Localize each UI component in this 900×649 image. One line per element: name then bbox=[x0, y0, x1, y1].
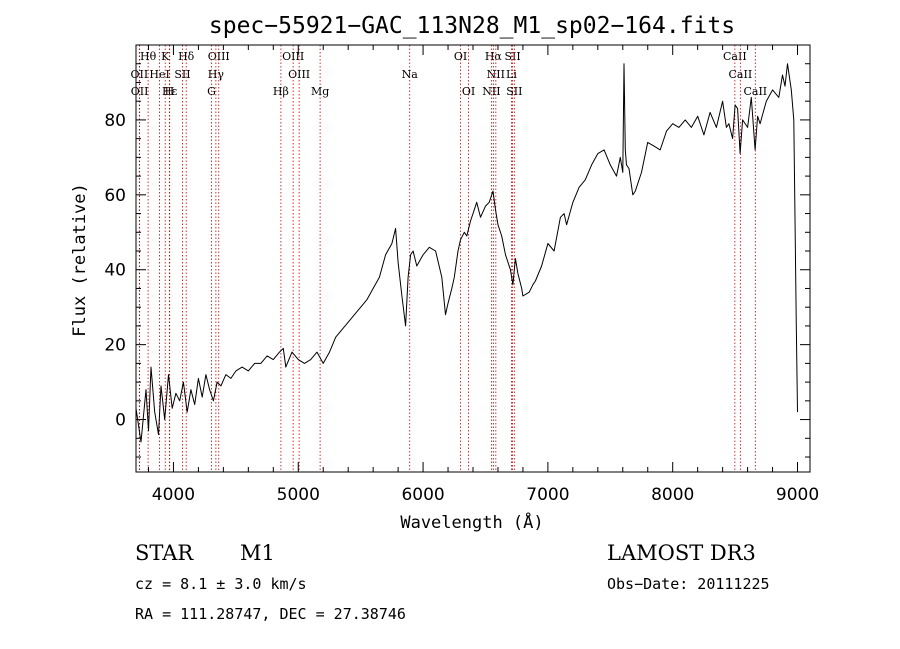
spectral-line-label: SII bbox=[504, 50, 520, 63]
x-tick-label: 7000 bbox=[526, 485, 569, 505]
spectral-line-label: OI bbox=[454, 50, 467, 63]
axis-ticks: 4000 5000 6000 7000 8000 9000 0 20 40 60 80 bbox=[104, 45, 819, 505]
spectral-line-label: CaII bbox=[723, 50, 747, 63]
spectral-line-label: Na bbox=[402, 68, 419, 81]
spectral-line-label: CaII bbox=[729, 68, 753, 81]
x-tick-label: 9000 bbox=[776, 485, 819, 505]
spectral-line-label: Hθ bbox=[140, 50, 157, 63]
redshift-readout: cz = 8.1 ± 3.0 km/s bbox=[135, 575, 307, 593]
spectral-line-label: OI bbox=[462, 85, 475, 98]
y-tick-label: 60 bbox=[104, 186, 126, 206]
spectral-line-label: Hβ bbox=[273, 85, 289, 98]
spectral-line-label: K bbox=[161, 50, 170, 63]
spectral-line-label: NII bbox=[482, 85, 500, 98]
spectral-line-label: Hδ bbox=[178, 50, 195, 63]
spectral-line-label: CaII bbox=[743, 85, 767, 98]
x-tick-label: 5000 bbox=[277, 485, 320, 505]
chart-title: spec−55921−GAC_113N28_M1_sp02−164.fits bbox=[209, 13, 735, 39]
obs-date: Obs−Date: 20111225 bbox=[607, 575, 770, 593]
object-subclass: M1 bbox=[240, 541, 275, 565]
spectral-line-label: OII bbox=[131, 85, 149, 98]
x-axis-label: Wavelength (Å) bbox=[400, 511, 543, 533]
spectral-line-label: NII bbox=[487, 68, 505, 81]
survey-name: LAMOST DR3 bbox=[607, 541, 756, 565]
spectral-line-label: HeI bbox=[149, 68, 169, 81]
spectral-line-label: OIII bbox=[282, 50, 304, 63]
spectral-line-label: Hγ bbox=[208, 68, 225, 81]
spectral-line-label: Hα bbox=[485, 50, 503, 63]
spectral-line-label: OIII bbox=[288, 68, 310, 81]
x-tick-label: 4000 bbox=[152, 485, 195, 505]
spectral-line-label: SII bbox=[174, 68, 190, 81]
y-tick-label: 0 bbox=[115, 411, 126, 431]
spectral-line-label: H bbox=[165, 85, 175, 98]
x-tick-label: 6000 bbox=[401, 485, 444, 505]
y-axis-label: Flux (relative) bbox=[70, 183, 90, 337]
plot-frame bbox=[135, 44, 811, 473]
y-tick-label: 40 bbox=[104, 261, 126, 281]
object-class: STAR bbox=[135, 541, 194, 565]
spectrum-series bbox=[135, 63, 798, 443]
coordinates: RA = 111.28747, DEC = 27.38746 bbox=[135, 605, 406, 623]
spectral-line-label: Mg bbox=[311, 85, 329, 98]
spectral-line-label: Li bbox=[506, 68, 517, 81]
spectral-line-label: OIII bbox=[208, 50, 230, 63]
spectrum-line bbox=[135, 63, 798, 443]
x-tick-label: 8000 bbox=[651, 485, 694, 505]
spectral-line-label: G bbox=[207, 85, 216, 98]
y-tick-label: 80 bbox=[104, 111, 126, 131]
spectral-line-label: SII bbox=[506, 85, 522, 98]
y-tick-label: 20 bbox=[104, 336, 126, 356]
